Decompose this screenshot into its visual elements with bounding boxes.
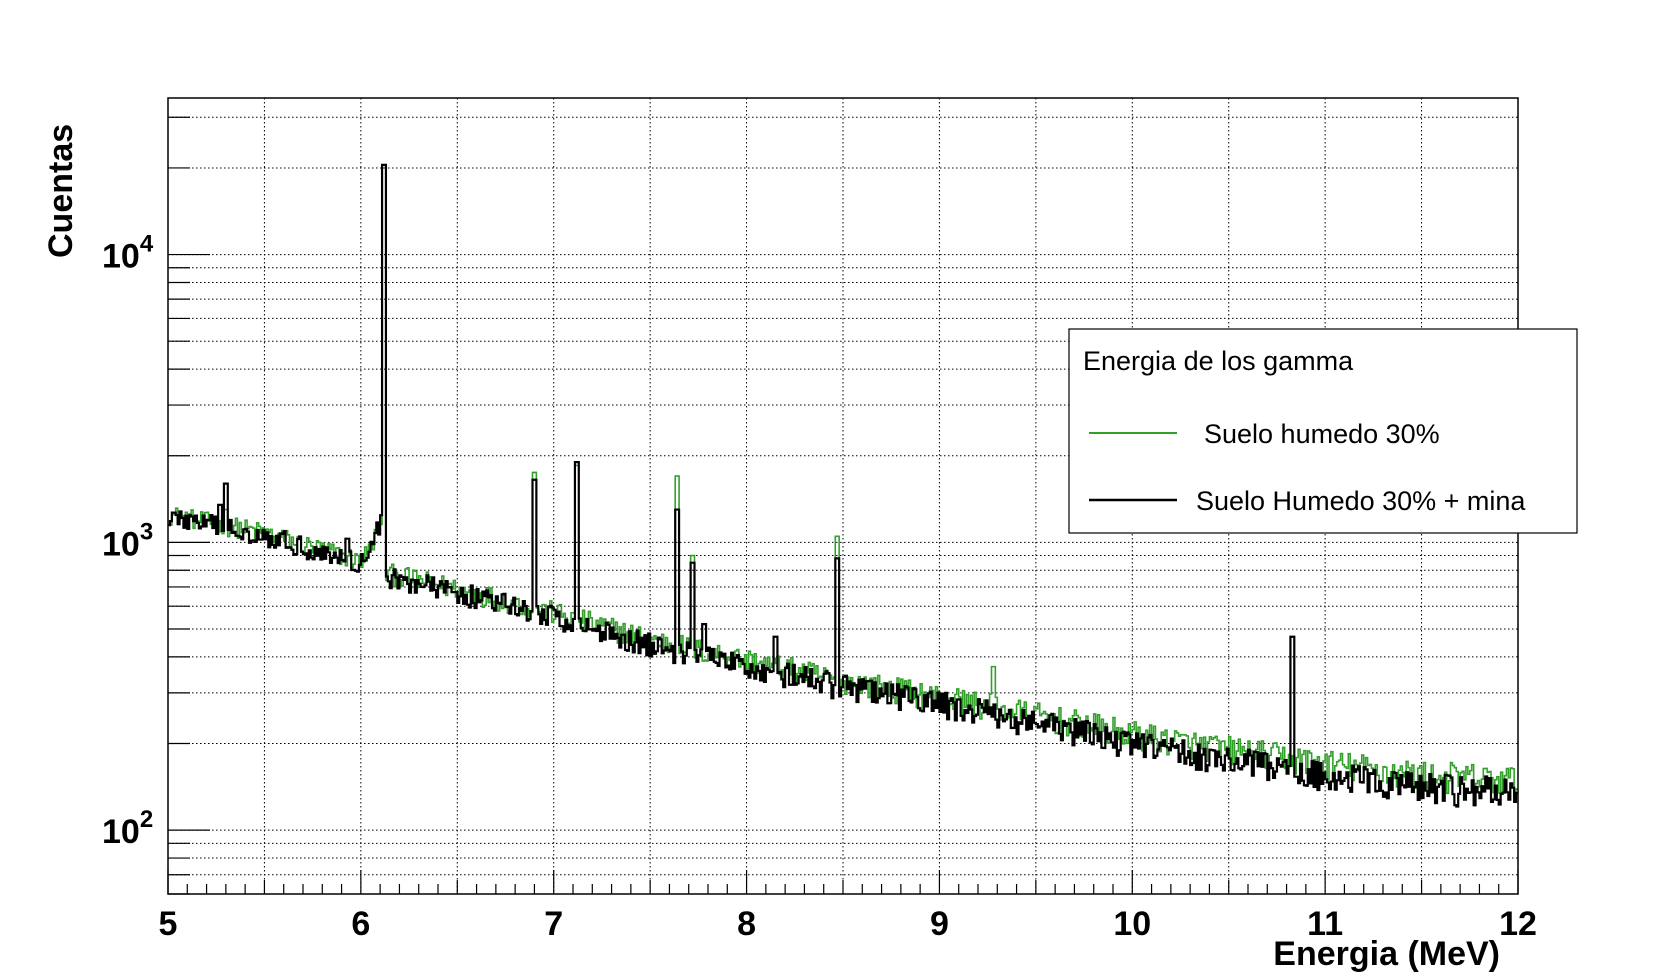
x-tick-label: 10 xyxy=(1113,905,1151,943)
x-tick-label: 8 xyxy=(737,905,756,943)
legend: Energia de los gamma Suelo humedo 30% Su… xyxy=(1068,328,1578,534)
x-tick-label: 12 xyxy=(1499,905,1537,943)
x-axis-title: Energia (MeV) xyxy=(1273,935,1500,973)
series-line-1 xyxy=(168,163,1518,808)
x-tick-labels: 5 6 7 8 9 10 11 12 xyxy=(159,905,1537,943)
legend-label-series-0: Suelo humedo 30% xyxy=(1204,419,1440,449)
x-tick-label: 7 xyxy=(544,905,563,943)
x-tick-label: 5 xyxy=(159,905,178,943)
x-tick-label: 11 xyxy=(1307,905,1343,943)
y-tick-label: 103 xyxy=(102,518,153,563)
series-layer xyxy=(168,163,1518,808)
y-axis-title: Cuentas xyxy=(42,124,80,258)
legend-label-series-1: Suelo Humedo 30% + mina xyxy=(1196,486,1526,516)
x-tick-label: 6 xyxy=(351,905,370,943)
y-tick-labels: 102 103 104 xyxy=(102,231,154,852)
legend-title: Energia de los gamma xyxy=(1083,346,1354,376)
y-tick-label: 104 xyxy=(102,231,154,276)
x-tick-label: 9 xyxy=(930,905,949,943)
y-tick-label: 102 xyxy=(102,806,153,851)
